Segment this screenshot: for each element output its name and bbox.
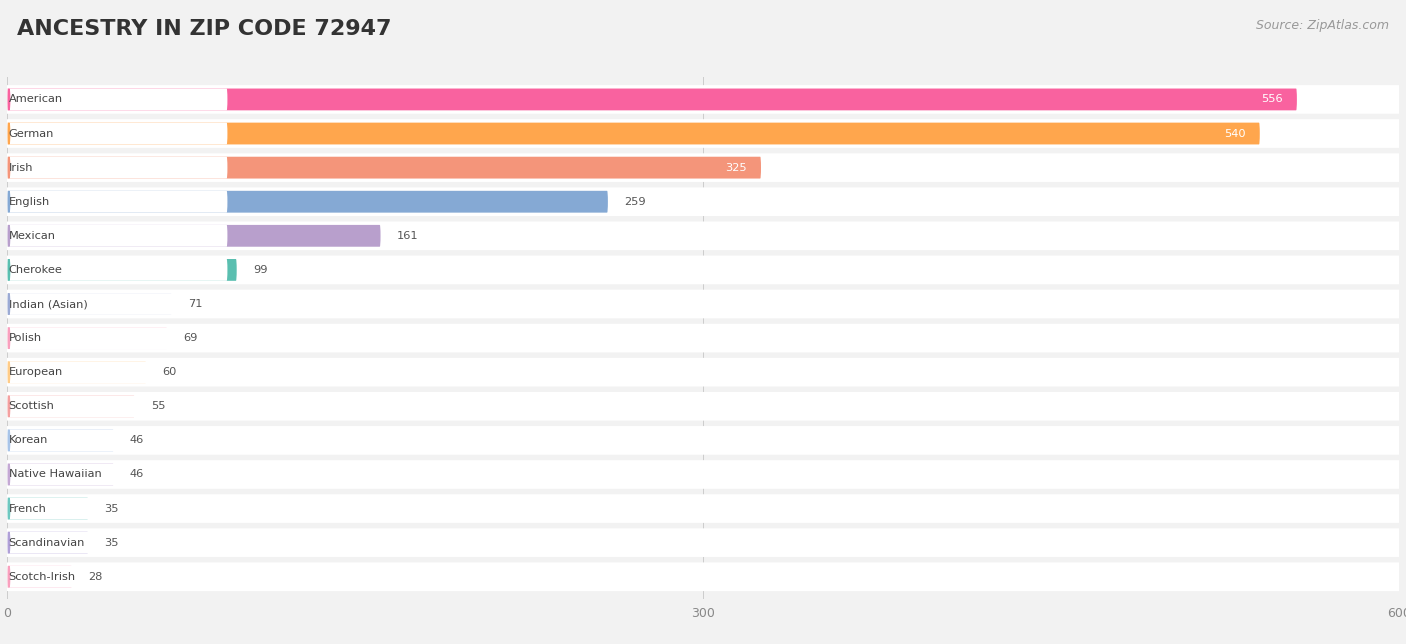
FancyBboxPatch shape — [7, 532, 228, 554]
Text: 35: 35 — [104, 504, 120, 513]
Text: Polish: Polish — [8, 333, 42, 343]
Circle shape — [8, 464, 10, 485]
Text: American: American — [8, 95, 63, 104]
Text: 259: 259 — [624, 196, 645, 207]
Text: Korean: Korean — [8, 435, 48, 446]
FancyBboxPatch shape — [0, 426, 1406, 455]
FancyBboxPatch shape — [7, 498, 89, 520]
Text: European: European — [8, 367, 63, 377]
FancyBboxPatch shape — [0, 85, 1406, 114]
Circle shape — [8, 89, 10, 110]
FancyBboxPatch shape — [0, 392, 1406, 421]
FancyBboxPatch shape — [0, 562, 1406, 591]
Circle shape — [8, 294, 10, 314]
FancyBboxPatch shape — [7, 395, 228, 417]
Circle shape — [8, 191, 10, 213]
FancyBboxPatch shape — [7, 464, 228, 486]
FancyBboxPatch shape — [7, 88, 228, 110]
FancyBboxPatch shape — [7, 156, 228, 178]
FancyBboxPatch shape — [7, 327, 228, 349]
FancyBboxPatch shape — [0, 460, 1406, 489]
Text: 46: 46 — [129, 469, 145, 480]
FancyBboxPatch shape — [7, 566, 228, 588]
Text: 556: 556 — [1261, 95, 1282, 104]
Text: 69: 69 — [183, 333, 198, 343]
Circle shape — [8, 123, 10, 144]
FancyBboxPatch shape — [0, 256, 1406, 284]
FancyBboxPatch shape — [7, 122, 1260, 144]
Text: 99: 99 — [253, 265, 267, 275]
Text: 55: 55 — [150, 401, 166, 412]
FancyBboxPatch shape — [0, 358, 1406, 386]
FancyBboxPatch shape — [7, 566, 72, 588]
FancyBboxPatch shape — [7, 498, 228, 520]
FancyBboxPatch shape — [7, 259, 236, 281]
FancyBboxPatch shape — [7, 191, 607, 213]
Text: Indian (Asian): Indian (Asian) — [8, 299, 87, 309]
Text: French: French — [8, 504, 46, 513]
FancyBboxPatch shape — [7, 395, 135, 417]
FancyBboxPatch shape — [7, 464, 114, 486]
FancyBboxPatch shape — [0, 153, 1406, 182]
Text: German: German — [8, 129, 53, 138]
Text: 325: 325 — [725, 163, 747, 173]
FancyBboxPatch shape — [7, 191, 228, 213]
Circle shape — [8, 566, 10, 587]
Circle shape — [8, 395, 10, 417]
Text: ANCESTRY IN ZIP CODE 72947: ANCESTRY IN ZIP CODE 72947 — [17, 19, 391, 39]
FancyBboxPatch shape — [7, 156, 761, 178]
Text: Cherokee: Cherokee — [8, 265, 63, 275]
Text: 540: 540 — [1225, 129, 1246, 138]
FancyBboxPatch shape — [0, 119, 1406, 148]
FancyBboxPatch shape — [7, 361, 228, 383]
Text: Native Hawaiian: Native Hawaiian — [8, 469, 101, 480]
Text: Scotch-Irish: Scotch-Irish — [8, 572, 76, 582]
FancyBboxPatch shape — [7, 361, 146, 383]
Circle shape — [8, 328, 10, 348]
Text: 46: 46 — [129, 435, 145, 446]
Circle shape — [8, 430, 10, 451]
FancyBboxPatch shape — [7, 88, 1296, 110]
FancyBboxPatch shape — [0, 324, 1406, 352]
FancyBboxPatch shape — [7, 430, 114, 451]
FancyBboxPatch shape — [0, 494, 1406, 523]
FancyBboxPatch shape — [7, 122, 228, 144]
Circle shape — [8, 260, 10, 281]
FancyBboxPatch shape — [7, 225, 381, 247]
Text: 161: 161 — [396, 231, 419, 241]
FancyBboxPatch shape — [7, 225, 228, 247]
Text: Scottish: Scottish — [8, 401, 55, 412]
FancyBboxPatch shape — [7, 293, 172, 315]
Text: Irish: Irish — [8, 163, 34, 173]
Text: 60: 60 — [163, 367, 177, 377]
FancyBboxPatch shape — [0, 187, 1406, 216]
Text: Source: ZipAtlas.com: Source: ZipAtlas.com — [1256, 19, 1389, 32]
FancyBboxPatch shape — [0, 222, 1406, 250]
Text: Mexican: Mexican — [8, 231, 56, 241]
Circle shape — [8, 362, 10, 383]
Text: Scandinavian: Scandinavian — [8, 538, 86, 547]
FancyBboxPatch shape — [0, 290, 1406, 318]
FancyBboxPatch shape — [7, 293, 228, 315]
FancyBboxPatch shape — [7, 430, 228, 451]
FancyBboxPatch shape — [0, 528, 1406, 557]
Circle shape — [8, 498, 10, 519]
FancyBboxPatch shape — [7, 327, 167, 349]
Text: 28: 28 — [89, 572, 103, 582]
Text: 71: 71 — [188, 299, 202, 309]
FancyBboxPatch shape — [7, 532, 89, 554]
Circle shape — [8, 157, 10, 178]
Text: 35: 35 — [104, 538, 120, 547]
Circle shape — [8, 532, 10, 553]
Text: English: English — [8, 196, 51, 207]
FancyBboxPatch shape — [7, 259, 228, 281]
Circle shape — [8, 225, 10, 247]
